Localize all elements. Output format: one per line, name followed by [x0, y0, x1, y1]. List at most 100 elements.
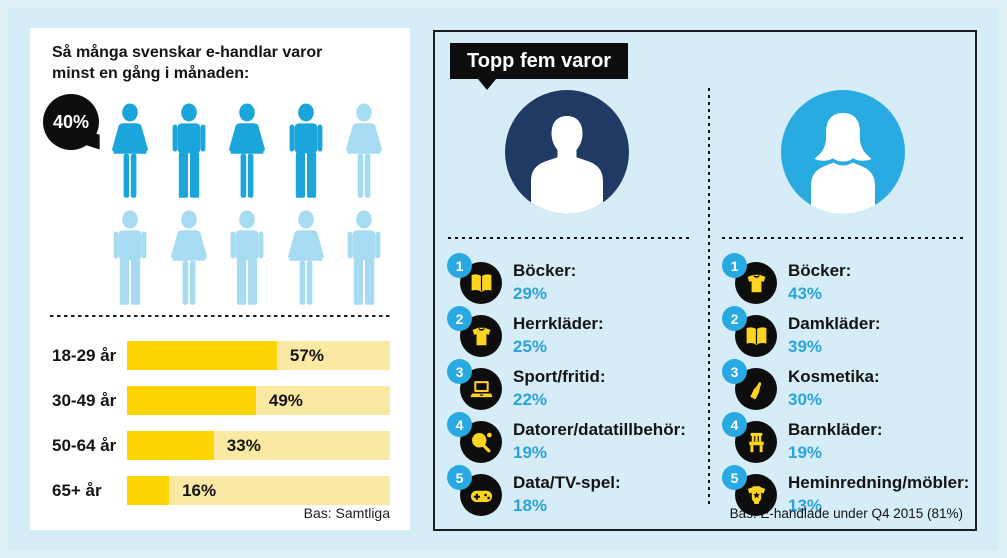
women-column-divider	[722, 237, 966, 239]
list-item: 5 Heminredning/möbler: 13%	[722, 465, 970, 518]
rank-badge: 5	[722, 465, 747, 490]
item-label: Böcker:	[513, 261, 577, 280]
item-label: Damkläder:	[788, 314, 881, 333]
item-label: Herrkläder:	[513, 314, 604, 333]
icon-wrap: 1	[447, 253, 502, 306]
bar-fill: 49%	[127, 386, 303, 415]
icon-wrap: 3	[447, 359, 502, 412]
item-value: 39%	[788, 336, 823, 356]
woman-figure	[277, 210, 336, 309]
rank-badge: 5	[447, 465, 472, 490]
left-source: Bas: Samtliga	[303, 505, 390, 521]
list-item: 5 Data/TV-spel: 18%	[447, 465, 621, 518]
item-label: Barnkläder:	[788, 420, 883, 439]
man-figure	[335, 210, 394, 309]
bar-value: 16%	[182, 481, 217, 500]
bar-row: 50-64 år 33%	[52, 431, 390, 460]
bar-track: 33%	[127, 431, 390, 460]
woman-figure	[160, 210, 219, 309]
woman-figure	[335, 103, 394, 202]
bar-row: 30-49 år 49%	[52, 386, 390, 415]
icon-wrap: 5	[722, 465, 777, 518]
title-line-1: Så många svenskar e-handlar varor	[52, 44, 323, 61]
bar-fill: 57%	[127, 341, 324, 370]
female-avatar-icon	[781, 90, 905, 214]
man-figure	[101, 210, 160, 309]
icon-wrap: 4	[722, 412, 777, 465]
list-item: 4 Barnkläder: 19%	[722, 412, 883, 465]
rank-badge: 3	[722, 359, 747, 384]
icon-wrap: 2	[722, 306, 777, 359]
item-label: Sport/fritid:	[513, 367, 606, 386]
item-label: Data/TV-spel:	[513, 473, 621, 492]
item-label: Datorer/datatillbehör:	[513, 420, 686, 439]
men-column-divider	[448, 237, 692, 239]
item-value: 13%	[788, 495, 823, 515]
bar-track: 16%	[127, 476, 390, 505]
column-divider	[708, 88, 710, 508]
item-label: Heminredning/möbler:	[788, 473, 970, 492]
item-value: 19%	[513, 442, 548, 462]
bar-fill: 33%	[127, 431, 261, 460]
bar-label: 18-29 år	[52, 346, 117, 365]
woman-figure	[218, 103, 277, 202]
rank-badge: 3	[447, 359, 472, 384]
title-line-2: minst en gång i månaden:	[52, 65, 250, 83]
item-value: 25%	[513, 336, 548, 356]
bar-track: 49%	[127, 386, 390, 415]
rank-badge: 2	[722, 306, 747, 331]
item-value: 30%	[788, 389, 823, 409]
list-item: 2 Damkläder: 39%	[722, 306, 881, 359]
right-panel: Topp fem varor	[433, 30, 977, 531]
rank-badge: 2	[447, 306, 472, 331]
bar-track: 57%	[127, 341, 390, 370]
woman-figure	[101, 103, 160, 202]
list-item: 1 Böcker: 29%	[447, 253, 577, 306]
icon-wrap: 2	[447, 306, 502, 359]
item-label: Böcker:	[788, 261, 852, 280]
man-figure	[218, 210, 277, 309]
bar-row: 18-29 år 57%	[52, 341, 390, 370]
bar-label: 30-49 år	[52, 391, 117, 410]
highlight-bubble: 40%	[43, 94, 100, 150]
list-item: 1 Böcker: 43%	[722, 253, 852, 306]
icon-wrap: 4	[447, 412, 502, 465]
right-source: Bas: E-handlade under Q4 2015 (81%)	[729, 506, 963, 521]
icon-wrap: 5	[447, 465, 502, 518]
item-value: 29%	[513, 283, 548, 303]
dashed-divider	[50, 315, 390, 317]
highlight-value: 40%	[52, 111, 90, 132]
item-value: 18%	[513, 495, 548, 515]
bubble-tail	[86, 130, 100, 150]
item-value: 19%	[788, 442, 823, 462]
rank-badge: 4	[722, 412, 747, 437]
icon-wrap: 1	[722, 253, 777, 306]
bar-value: 57%	[289, 346, 324, 365]
item-value: 43%	[788, 283, 823, 303]
list-item: 3 Kosmetika: 30%	[722, 359, 880, 412]
header-tail	[478, 79, 496, 90]
top-five-header: Topp fem varor	[450, 43, 629, 90]
left-panel: Så många svenskar e-handlar varor minst …	[30, 28, 410, 530]
pictogram-grid	[101, 103, 395, 309]
bar-fill: 16%	[127, 476, 216, 505]
male-avatar-icon	[505, 90, 629, 214]
icon-wrap: 3	[722, 359, 777, 412]
list-item: 3 Sport/fritid: 22%	[447, 359, 606, 412]
man-figure	[160, 103, 219, 202]
left-panel-title: Så många svenskar e-handlar varor minst …	[52, 42, 322, 84]
man-figure	[277, 103, 336, 202]
age-bar-chart: 18-29 år 57% 30-49 år 49% 50-64 år	[52, 341, 390, 521]
rank-badge: 1	[447, 253, 472, 278]
bar-value: 49%	[268, 391, 303, 410]
top-five-header-label: Topp fem varor	[467, 49, 612, 72]
bar-label: 65+ år	[52, 481, 102, 500]
rank-badge: 4	[447, 412, 472, 437]
list-item: 4 Datorer/datatillbehör: 19%	[447, 412, 686, 465]
bar-label: 50-64 år	[52, 436, 117, 455]
item-label: Kosmetika:	[788, 367, 880, 386]
bar-row: 65+ år 16%	[52, 476, 390, 505]
item-value: 22%	[513, 389, 548, 409]
list-item: 2 Herrkläder: 25%	[447, 306, 604, 359]
